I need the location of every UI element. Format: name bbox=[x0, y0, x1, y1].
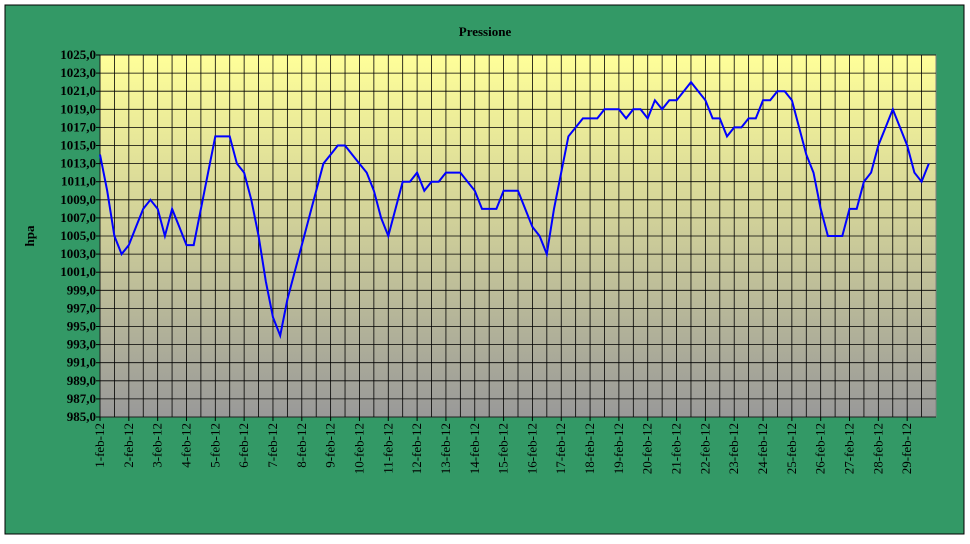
x-tick-label: 1-feb-12 bbox=[92, 423, 107, 468]
x-tick-label: 16-feb-12 bbox=[524, 423, 539, 474]
x-tick-label: 10-feb-12 bbox=[351, 423, 366, 474]
y-tick-label: 1009,0 bbox=[60, 192, 96, 207]
y-tick-label: 1005,0 bbox=[60, 228, 96, 243]
y-tick-label: 999,0 bbox=[67, 282, 96, 297]
x-tick-label: 4-feb-12 bbox=[178, 423, 193, 468]
x-tick-label: 24-feb-12 bbox=[755, 423, 770, 474]
y-tick-label: 1003,0 bbox=[60, 246, 96, 261]
x-tick-label: 27-feb-12 bbox=[842, 423, 857, 474]
x-tick-label: 21-feb-12 bbox=[669, 423, 684, 474]
y-tick-label: 1011,0 bbox=[61, 174, 96, 189]
y-tick-label: 1019,0 bbox=[60, 101, 96, 116]
x-tick-label: 5-feb-12 bbox=[207, 423, 222, 468]
data-line bbox=[99, 80, 930, 340]
y-tick-label: 991,0 bbox=[67, 355, 96, 370]
x-tick-label: 28-feb-12 bbox=[870, 423, 885, 474]
y-tick-label: 989,0 bbox=[67, 373, 96, 388]
y-tick-label: 1025,0 bbox=[60, 47, 96, 62]
x-tick-label: 17-feb-12 bbox=[553, 423, 568, 474]
y-tick-label: 1001,0 bbox=[60, 264, 96, 279]
x-tick-label: 12-feb-12 bbox=[409, 423, 424, 474]
x-tick-label: 2-feb-12 bbox=[121, 423, 136, 468]
x-tick-label: 15-feb-12 bbox=[496, 423, 511, 474]
x-tick-label: 14-feb-12 bbox=[467, 423, 482, 474]
y-axis-label: hpa bbox=[22, 225, 37, 246]
x-tick-label: 29-feb-12 bbox=[899, 423, 914, 474]
y-tick-label: 1007,0 bbox=[60, 210, 96, 225]
y-tick-label: 1017,0 bbox=[60, 119, 96, 134]
x-tick-label: 9-feb-12 bbox=[323, 423, 338, 468]
x-tick-label: 8-feb-12 bbox=[294, 423, 309, 468]
y-tick-label: 985,0 bbox=[67, 409, 96, 424]
y-tick-label: 993,0 bbox=[67, 337, 96, 352]
x-tick-label: 25-feb-12 bbox=[784, 423, 799, 474]
x-tick-label: 20-feb-12 bbox=[640, 423, 655, 474]
x-tick-label: 13-feb-12 bbox=[438, 423, 453, 474]
x-tick-label: 22-feb-12 bbox=[697, 423, 712, 474]
y-tick-label: 1021,0 bbox=[60, 83, 96, 98]
y-tick-label: 1015,0 bbox=[60, 138, 96, 153]
y-tick-label: 1023,0 bbox=[60, 65, 96, 80]
x-tick-label: 3-feb-12 bbox=[150, 423, 165, 468]
x-tick-label: 18-feb-12 bbox=[582, 423, 597, 474]
x-tick-label: 11-feb-12 bbox=[380, 423, 395, 474]
y-tick-label: 1013,0 bbox=[60, 156, 96, 171]
y-tick-label: 997,0 bbox=[67, 300, 96, 315]
x-tick-label: 7-feb-12 bbox=[265, 423, 280, 468]
x-tick-label: 23-feb-12 bbox=[726, 423, 741, 474]
x-tick-label: 26-feb-12 bbox=[813, 423, 828, 474]
y-tick-label: 987,0 bbox=[67, 391, 96, 406]
x-tick-label: 6-feb-12 bbox=[236, 423, 251, 468]
chart-title: Pressione bbox=[459, 24, 512, 39]
y-tick-label: 995,0 bbox=[67, 319, 96, 334]
x-tick-label: 19-feb-12 bbox=[611, 423, 626, 474]
